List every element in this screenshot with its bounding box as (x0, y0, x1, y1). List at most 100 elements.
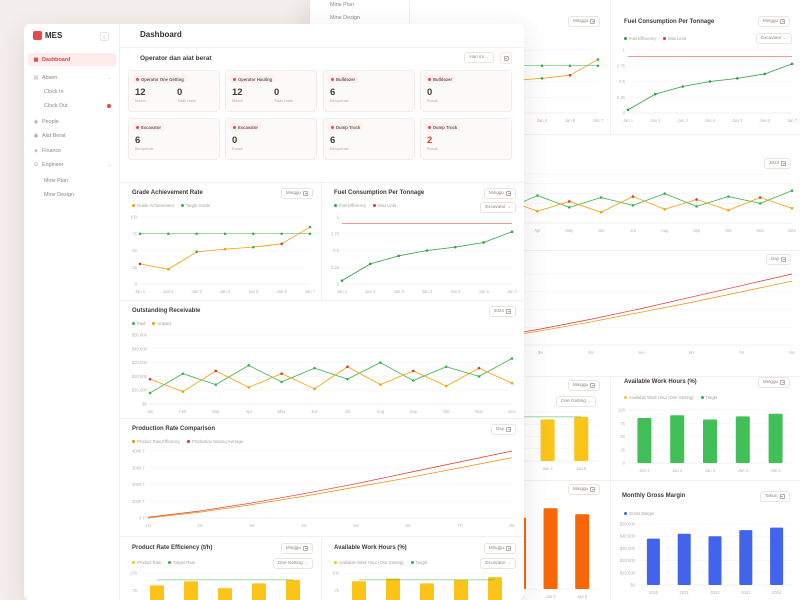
sidebar-item-dashboard[interactable]: ▦ Dashboard (28, 53, 116, 66)
chart-text: Jan 5 (576, 466, 587, 471)
grade-period-select[interactable]: Minggu (280, 188, 313, 199)
stat-label: Beroperasi (330, 147, 349, 152)
divider (610, 480, 611, 600)
sidebar-item-absen[interactable]: ▤ Absen ⌄ (28, 71, 116, 84)
chart-circle (631, 195, 635, 198)
chart-text: $50,000 (132, 333, 148, 338)
chart-text: Jan 1 (337, 289, 348, 294)
production-period-select[interactable]: Day (766, 254, 792, 265)
receivable-year-select[interactable]: 2024 (488, 306, 516, 317)
chart-circle (214, 369, 218, 373)
work-hours-legend: Available Work Hour (One Getting) Target (624, 395, 717, 400)
work-hours-period-select[interactable]: Minggu (758, 377, 791, 388)
chart-circle (568, 73, 572, 77)
overview-period-select[interactable]: Hari ini ⌄ (464, 52, 494, 63)
fuel-equipment-select[interactable]: Excavator ⌄ (480, 202, 516, 213)
legend-dot (624, 37, 627, 40)
chart-text: Jan 3 (394, 289, 405, 294)
product-rate-equipment-select[interactable]: One Getting ⌄ (556, 396, 597, 407)
chart-circle (247, 386, 251, 389)
chart-text: 0.5 (333, 248, 339, 253)
overview-calendar-button[interactable] (500, 52, 512, 64)
sidebar-item-clock-out[interactable]: Clock Out (28, 99, 116, 112)
chart-text: 25 (620, 447, 625, 452)
production-period-select[interactable]: Day (490, 424, 516, 435)
chart-text: Jan 2 (672, 468, 683, 473)
stat-card-title: Excavator (141, 124, 162, 130)
chart-text: Nov (475, 409, 483, 414)
status-dot (428, 125, 431, 129)
chart-rect (386, 578, 400, 600)
chart-text: Jan 7 (593, 118, 604, 123)
chart-circle (379, 383, 382, 386)
chart-circle (758, 196, 762, 199)
sidebar-item-mine-plan[interactable]: Mine Plan (330, 2, 354, 8)
chart-title-work-hours: Available Work Hours (%) (624, 379, 697, 385)
sidebar-collapse-button[interactable] (100, 32, 109, 41)
sidebar-item-mine-design[interactable]: Mine Design (330, 15, 360, 21)
period-label: Minggu (285, 190, 301, 196)
fuel-legend: Fuel Efficiency Max Limit (334, 203, 396, 208)
stat-card-operator-one-getting: Operator One Getting 12 Masuk 0 Tidak Hadi… (128, 70, 220, 112)
status-dot (331, 125, 334, 129)
sidebar-item-people[interactable]: ◉ People (28, 115, 116, 128)
legend-label: Available Work Hour (One Getting) (339, 560, 404, 565)
equipment-label: One Getting (277, 560, 303, 565)
calendar-icon (590, 487, 596, 492)
stat-card-bulldozer-broken: Bulldozer 0 Rusak (420, 70, 512, 112)
gross-margin-chart-back: $50,000 $40,000 $30,000 $20,000 $10,000 $0 202… (620, 522, 792, 595)
chart-text: Aug (377, 409, 385, 414)
chart-text: Jan 7 (507, 289, 518, 294)
chart-circle (181, 372, 185, 375)
product-rate-period-select[interactable]: Minggu (280, 543, 313, 554)
chart-text: Jan 4 (545, 594, 556, 599)
chart-rect (150, 585, 164, 600)
chart-text: May (565, 228, 574, 233)
gross-margin-period-select[interactable]: Tahun (760, 491, 790, 502)
product-rate-period-select[interactable]: Minggu (568, 380, 601, 391)
chart-text: 100 (618, 408, 626, 413)
chart-text: Jan 7 (305, 289, 316, 294)
calendar-icon (780, 380, 786, 385)
sidebar-item-mine-design[interactable]: Mine Design (28, 188, 116, 201)
chart-rect (352, 581, 366, 600)
chart-text: $0 (142, 402, 147, 407)
chart-circle (631, 204, 635, 207)
chart-circle (540, 77, 544, 80)
chart-text: 4H (588, 350, 593, 355)
sidebar-item-clock-in[interactable]: Clock In (28, 85, 116, 98)
work-hours-period-select[interactable]: Minggu (483, 543, 516, 554)
fuel-equipment-select[interactable]: Excavator ⌄ (756, 33, 792, 44)
chart-text: 75 (132, 588, 137, 593)
equipment-label: Excavator (761, 35, 782, 40)
chart-circle (758, 202, 762, 205)
sidebar-item-mine-plan[interactable]: Mine Plan (28, 174, 116, 187)
chart-circle (308, 225, 312, 229)
legend-dot (152, 322, 156, 325)
status-dot (233, 125, 236, 129)
chart-text: $10,000 (620, 570, 636, 575)
chart-text: 2020 (649, 590, 659, 595)
finance-icon: ◈ (34, 147, 38, 154)
period-label: Minggu (488, 545, 504, 551)
chart-circle (654, 92, 657, 96)
legend-label: Target Grade (185, 203, 211, 208)
work-hours-equipment-select[interactable]: Excavator ⌄ (480, 558, 516, 569)
chart-text: Jan 4 (738, 468, 749, 473)
sidebar-item-alat-berat[interactable]: ▣ Alat Berat (28, 129, 116, 142)
stat-label: Rusak (427, 99, 438, 104)
bottom-left-period-select[interactable]: Minggu (568, 484, 601, 495)
fuel-period-select[interactable]: Minggu (758, 16, 791, 27)
sidebar-item-engineer[interactable]: ⚙ Engineer ⌄ (28, 158, 116, 171)
chart-text: Okt (725, 228, 732, 233)
fuel-period-select[interactable]: Minggu (483, 188, 516, 199)
grade-period-select[interactable]: Minggu (568, 16, 601, 27)
chart-circle (454, 245, 457, 249)
legend-label: Max Limit (378, 203, 397, 208)
sidebar-item-finance[interactable]: ◈ Finance (28, 144, 116, 157)
receivable-year-select[interactable]: 2024 (764, 158, 792, 169)
period-label: 2024 (493, 308, 504, 314)
product-rate-equipment-select[interactable]: One Getting ⌄ (272, 558, 313, 569)
chart-text: 5H (638, 350, 643, 355)
chart-text: Sep (693, 228, 701, 233)
